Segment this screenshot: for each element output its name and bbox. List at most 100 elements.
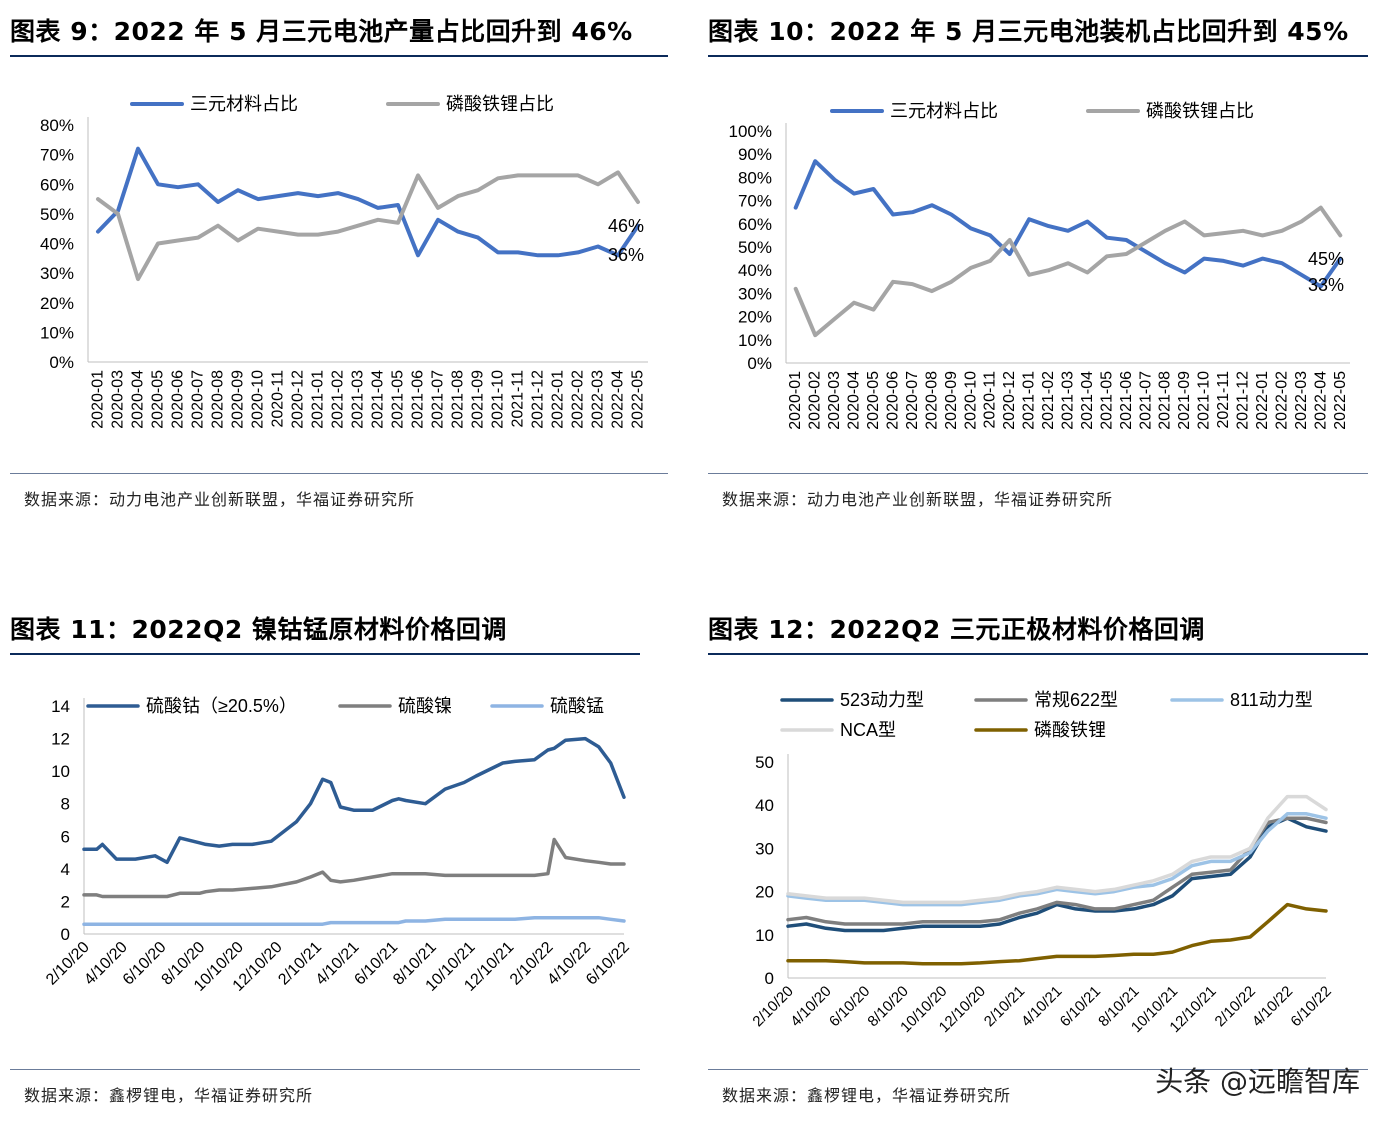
x-tick-label: 2021-02 — [1040, 371, 1057, 430]
y-tick-label: 40 — [755, 796, 774, 815]
y-tick-label: 30% — [738, 284, 772, 303]
series-line — [793, 205, 1343, 338]
line-chart: 0% 10% 20% 30% 40% 50% 60% 70% 80% 2020-01 2020-03… — [40, 94, 648, 429]
x-tick-label: 2020-03 — [826, 371, 843, 430]
x-tick-label: 2021-03 — [1060, 371, 1077, 430]
series-line — [82, 837, 626, 899]
series-line — [786, 902, 1328, 966]
y-tick-label: 80% — [40, 116, 74, 135]
legend-label: 三元材料占比 — [190, 94, 298, 114]
y-tick-label: 10% — [738, 331, 772, 350]
series-line — [82, 915, 626, 926]
y-tick-label: 30% — [40, 264, 74, 283]
x-tick-label: 2020-07 — [190, 370, 207, 429]
y-tick-label: 30 — [755, 839, 774, 858]
x-tick-label: 2020-08 — [210, 370, 227, 429]
series-line — [96, 146, 640, 258]
x-tick-label: 2022-03 — [1293, 371, 1310, 430]
legend-label: 磷酸铁锂占比 — [1146, 101, 1254, 121]
series-line — [786, 812, 1328, 907]
y-tick-label: 8 — [61, 795, 70, 814]
x-tick-label: 2021-07 — [1137, 371, 1154, 430]
y-tick-label: 10% — [40, 323, 74, 342]
source-rule — [708, 473, 1368, 474]
x-tick-label: 2020-06 — [170, 370, 187, 429]
x-tick-label: 2022-02 — [1273, 371, 1290, 430]
x-tick-label: 2021-12 — [530, 370, 547, 429]
x-tick-label: 2021-03 — [350, 370, 367, 429]
y-tick-label: 6 — [61, 827, 70, 846]
x-tick-label: 2021-12 — [1235, 371, 1252, 430]
line-chart: 010203040502/10/204/10/206/10/208/10/201… — [749, 690, 1334, 1036]
title-rule — [10, 55, 668, 57]
chart-title: 图表 10：2022 年 5 月三元电池装机占比回升到 45% — [708, 17, 1349, 46]
y-tick-label: 70% — [40, 146, 74, 165]
y-tick-label: 20 — [755, 883, 774, 902]
x-tick-label: 2022-05 — [1332, 371, 1349, 430]
x-tick-label: 2021-08 — [1157, 371, 1174, 430]
series-line — [793, 159, 1343, 289]
x-tick-label: 2021-07 — [430, 370, 447, 429]
x-tick-label: 2020-04 — [846, 371, 863, 430]
x-tick-label: 2020-01 — [90, 370, 107, 429]
x-tick-label: 2021-06 — [410, 370, 427, 429]
data-source: 数据来源：鑫椤锂电，华福证券研究所 — [24, 1086, 314, 1105]
x-tick-label: 2021-06 — [1118, 371, 1135, 430]
x-tick-label: 4/10/22 — [1249, 983, 1296, 1030]
x-tick-label: 2020-10 — [250, 370, 267, 429]
x-tick-label: 2021-09 — [470, 370, 487, 429]
x-tick-label: 2022-05 — [630, 370, 647, 429]
x-tick-label: 2022-02 — [570, 370, 587, 429]
y-tick-label: 90% — [738, 145, 772, 164]
title-rule — [10, 653, 640, 655]
x-tick-label: 2021-11 — [1215, 371, 1232, 429]
chart-panel-10: 图表 10：2022 年 5 月三元电池装机占比回升到 45% 0% 10% 20%… — [708, 12, 1368, 522]
x-tick-label: 6/10/22 — [583, 939, 633, 989]
legend-label: 硫酸镍 — [398, 696, 452, 716]
y-tick-label: 20% — [738, 308, 772, 327]
x-tick-label: 2021-10 — [490, 370, 507, 429]
data-label: 45% — [1308, 249, 1344, 269]
chart-panel-11: 图表 11：2022Q2 镍钴锰原材料价格回调 0 2 4 6 8 10 12 14 2/10/… — [10, 610, 640, 1110]
chart-title: 图表 12：2022Q2 三元正极材料价格回调 — [708, 615, 1205, 644]
legend-label: 常规622型 — [1034, 690, 1118, 710]
x-tick-label: 2021-11 — [510, 370, 527, 428]
x-tick-label: 2021-04 — [370, 370, 387, 429]
y-tick-label: 60% — [738, 215, 772, 234]
x-tick-label: 4/10/20 — [787, 983, 834, 1030]
legend-label: 523动力型 — [840, 690, 924, 710]
data-label: 36% — [608, 245, 644, 265]
title-rule — [708, 55, 1368, 57]
y-tick-label: 50% — [40, 205, 74, 224]
data-source: 数据来源：鑫椤锂电，华福证券研究所 — [722, 1086, 1012, 1105]
legend-label: 磷酸铁锂 — [1034, 720, 1106, 740]
x-tick-label: 2020-06 — [884, 371, 901, 430]
y-tick-label: 20% — [40, 294, 74, 313]
y-tick-label: 2 — [61, 892, 70, 911]
x-tick-label: 2/10/21 — [981, 983, 1028, 1030]
x-tick-label: 2021-04 — [1079, 371, 1096, 430]
x-tick-label: 2020-09 — [943, 371, 960, 430]
x-tick-label: 2021-10 — [1196, 371, 1213, 430]
x-tick-label: 4/10/21 — [1018, 983, 1065, 1030]
x-tick-label: 2020-01 — [787, 371, 804, 430]
data-label: 46% — [608, 216, 644, 236]
y-tick-label: 10 — [51, 762, 70, 781]
y-tick-label: 50 — [755, 753, 774, 772]
x-tick-label: 2020-05 — [865, 371, 882, 430]
legend-label: 三元材料占比 — [890, 101, 998, 121]
x-tick-label: 2/10/22 — [1212, 983, 1259, 1030]
y-tick-label: 10 — [755, 926, 774, 945]
data-label: 33% — [1308, 275, 1344, 295]
x-tick-label: 2020-03 — [110, 370, 127, 429]
y-tick-label: 0 — [765, 969, 774, 988]
data-source: 数据来源：动力电池产业创新联盟，华福证券研究所 — [24, 490, 416, 509]
y-tick-label: 40% — [40, 235, 74, 254]
line-chart: 0% 10% 20% 30% 40% 50% 60% 70% 80% 90% 100% 2020-01… — [729, 101, 1350, 430]
x-tick-label: 6/10/22 — [1287, 983, 1334, 1030]
y-tick-label: 4 — [61, 860, 70, 879]
x-tick-label: 6/10/21 — [1057, 983, 1104, 1030]
x-tick-label: 2020-04 — [130, 370, 147, 429]
source-rule — [708, 1069, 1368, 1070]
x-tick-label: 2022-03 — [590, 370, 607, 429]
